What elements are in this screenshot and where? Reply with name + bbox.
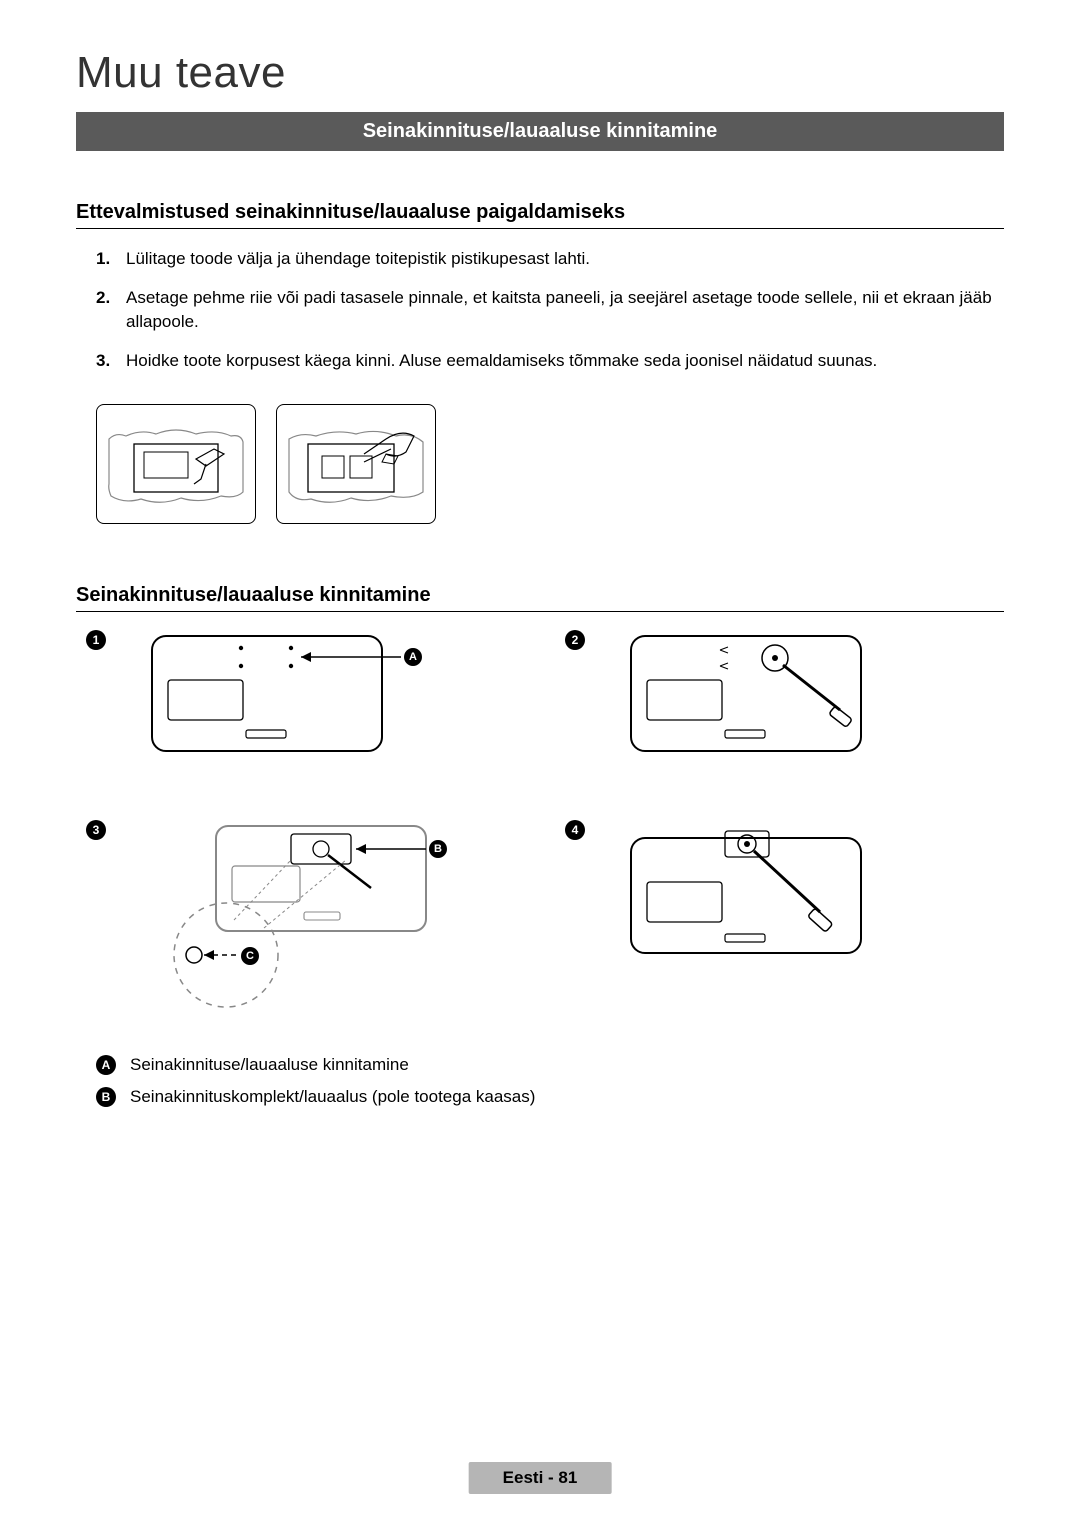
callout-c-badge: C: [241, 947, 259, 965]
tv-screwdriver-top-icon: [625, 630, 885, 760]
prep-section-title: Ettevalmistused seinakinnituse/lauaaluse…: [76, 201, 1004, 229]
step-number-badge: 3: [86, 820, 106, 840]
list-num: 1.: [96, 247, 116, 272]
footer-sep: -: [543, 1468, 558, 1487]
legend-row: A Seinakinnituse/lauaaluse kinnitamine: [96, 1055, 1004, 1075]
legend-text: Seinakinnituskomplekt/lauaalus (pole too…: [130, 1087, 535, 1107]
step-cell-4: 4: [565, 820, 1004, 1025]
footer-lang: Eesti: [503, 1468, 544, 1487]
mount-steps-grid: 1 A 2: [86, 630, 1004, 1025]
footer-page: 81: [558, 1468, 577, 1487]
mount-section-title: Seinakinnituse/lauaaluse kinnitamine: [76, 584, 1004, 612]
page-title: Muu teave: [76, 48, 1004, 98]
legend-badge-a: A: [96, 1055, 116, 1075]
callout-b-badge: B: [429, 840, 447, 858]
prep-ordered-list: 1. Lülitage toode välja ja ühendage toit…: [96, 247, 1004, 374]
tv-bracket-align-icon: B C: [146, 820, 466, 1020]
cloth-tv-icon: [106, 414, 246, 514]
legend-badge-b: B: [96, 1087, 116, 1107]
list-text: Asetage pehme riie või padi tasasele pin…: [126, 286, 1004, 335]
list-num: 2.: [96, 286, 116, 335]
tv-back-holes-icon: A: [146, 630, 446, 760]
step-number-badge: 4: [565, 820, 585, 840]
prep-figure-1: [96, 404, 256, 524]
legend: A Seinakinnituse/lauaaluse kinnitamine B…: [96, 1055, 1004, 1107]
tv-bracket-mounted-icon: [625, 820, 885, 970]
section-banner: Seinakinnituse/lauaaluse kinnitamine: [76, 112, 1004, 151]
list-item: 2. Asetage pehme riie või padi tasasele …: [96, 286, 1004, 335]
list-item: 3. Hoidke toote korpusest käega kinni. A…: [96, 349, 1004, 374]
list-text: Hoidke toote korpusest käega kinni. Alus…: [126, 349, 877, 374]
callout-a-badge: A: [404, 648, 422, 666]
list-text: Lülitage toode välja ja ühendage toitepi…: [126, 247, 590, 272]
step-cell-3: 3 B C: [86, 820, 525, 1025]
step-cell-2: 2: [565, 630, 1004, 780]
step-number-badge: 2: [565, 630, 585, 650]
legend-text: Seinakinnituse/lauaaluse kinnitamine: [130, 1055, 409, 1075]
step-number-badge: 1: [86, 630, 106, 650]
prep-figures-row: [96, 404, 1004, 524]
step-cell-1: 1 A: [86, 630, 525, 780]
page-footer: Eesti - 81: [469, 1462, 612, 1494]
remove-stand-icon: [286, 414, 426, 514]
legend-row: B Seinakinnituskomplekt/lauaalus (pole t…: [96, 1087, 1004, 1107]
list-item: 1. Lülitage toode välja ja ühendage toit…: [96, 247, 1004, 272]
list-num: 3.: [96, 349, 116, 374]
prep-figure-2: [276, 404, 436, 524]
